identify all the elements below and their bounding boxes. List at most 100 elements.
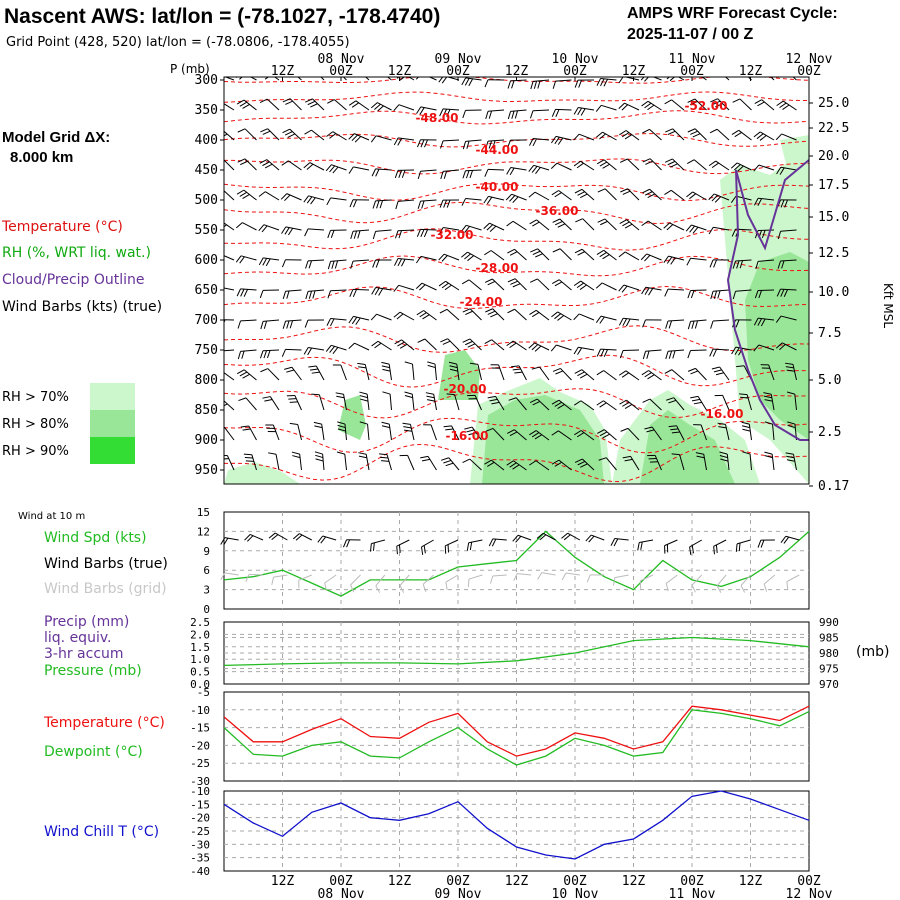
wind-barb — [311, 393, 325, 411]
wind-chill-line — [223, 790, 810, 860]
wind-barb — [690, 395, 707, 411]
wind-barb — [529, 398, 550, 411]
surface-wind-barb-grid — [467, 574, 483, 588]
surface-wind-barb-true — [317, 535, 337, 544]
wind-barb — [325, 344, 347, 354]
wind-barb — [305, 259, 325, 269]
wind-barbs-true-label: Wind Barbs (true) — [44, 556, 168, 572]
wind-barb — [507, 139, 527, 148]
wind-barb — [420, 455, 437, 471]
height-ticks: 25.0 22.5 20.0 17.5 15.0 12.5 10.0 7.5 5.0 2.5 0.1… — [809, 96, 849, 494]
wind-barb — [394, 257, 415, 267]
wind-barb — [507, 79, 527, 89]
left-axis-tick: -40 — [190, 865, 210, 878]
isotherm-line — [224, 110, 809, 125]
wind-barb — [268, 452, 280, 471]
wind-panel-title: Wind at 10 m — [18, 511, 85, 522]
wind-barb — [644, 426, 662, 441]
dewpoint-line — [223, 709, 810, 766]
wind-barb — [314, 451, 325, 471]
wind-barb — [236, 99, 257, 111]
legend-rh80-label: RH > 80% — [2, 417, 69, 432]
height-tick: 12.5 — [818, 246, 849, 261]
wind-barb — [530, 79, 550, 90]
wind-barb — [551, 108, 572, 118]
isotherm-label: -20.00 — [444, 382, 487, 396]
wind-barb — [235, 77, 257, 81]
wind-barb — [417, 169, 437, 180]
wind-barb — [462, 139, 482, 150]
wind-barb — [528, 460, 550, 471]
wind-barb — [348, 100, 370, 111]
isotherm-label: -44.00 — [476, 143, 519, 157]
wind-barb — [259, 98, 280, 111]
left-axis-tick: 2.5 — [190, 616, 210, 629]
wind-barb — [686, 257, 707, 266]
right-axis-tick: 990 — [819, 616, 839, 629]
isotherm-line — [224, 255, 809, 277]
wind-barb — [687, 128, 707, 141]
wind-barb — [282, 289, 302, 300]
bottom-date-tick: 10 Nov — [552, 887, 599, 900]
wind-barb — [529, 137, 550, 147]
wind-barb — [282, 259, 302, 268]
wind-barb — [640, 253, 662, 262]
wind-barb — [753, 197, 775, 206]
top-date-tick: 11 Nov — [669, 52, 716, 67]
pressure-tick: 400 — [195, 133, 218, 148]
bottom-hour-tick: 00Z — [680, 874, 704, 889]
legend-temperature: Temperature (°C) — [1, 219, 123, 235]
wind-barb — [507, 308, 527, 321]
wind-barb — [462, 109, 482, 119]
wind-barb — [438, 77, 460, 84]
wind-barb — [529, 219, 550, 231]
wind-barb — [357, 362, 370, 381]
wind-barb — [327, 99, 347, 111]
wind-barb — [574, 458, 595, 471]
wind-barb — [332, 364, 347, 381]
cloud-outline — [726, 159, 809, 441]
wind-barb — [394, 169, 415, 179]
left-axis-tick: 15 — [197, 506, 210, 519]
wind-barb — [754, 289, 775, 299]
wind-barb — [236, 369, 257, 381]
surface-wind-barb-grid — [445, 574, 459, 591]
wind-barb — [573, 313, 595, 321]
wind-barb — [753, 344, 775, 352]
wind-barb — [687, 349, 707, 359]
wind-barb — [596, 159, 617, 171]
wind-barb — [370, 102, 392, 112]
wind-barb — [551, 311, 572, 321]
wind-barb — [235, 255, 257, 264]
wind-barb — [425, 392, 437, 411]
wind-barb — [382, 391, 392, 411]
wind-barb — [687, 367, 707, 381]
wind-barb — [417, 199, 437, 209]
wind-barb — [785, 452, 797, 471]
wind-barb — [440, 457, 460, 471]
wind-barb — [460, 224, 482, 233]
surface-wind-barb-true — [536, 532, 556, 541]
wind-barb — [753, 317, 775, 327]
wind-barb — [224, 454, 235, 471]
wind-barb — [304, 319, 325, 328]
cloud-outline-path — [735, 159, 809, 251]
wind-barb — [415, 282, 437, 291]
wind-barb — [224, 349, 235, 352]
wind-barb — [348, 315, 370, 325]
pressure-tick: 750 — [195, 343, 218, 358]
wind-barb — [484, 339, 505, 351]
wind-barb — [440, 338, 460, 351]
wind-barb — [327, 259, 347, 270]
left-axis-tick: 0.5 — [190, 666, 210, 679]
wind-barb — [507, 278, 527, 291]
pressure-tick: 850 — [195, 403, 218, 418]
wind-barb — [259, 289, 280, 299]
top-hour-tick: 12Z — [505, 64, 529, 79]
surface-wind-barb-grid — [716, 574, 727, 593]
left-axis-tick: 1.5 — [190, 641, 210, 654]
wind-barb — [741, 421, 752, 441]
wind-barb — [258, 224, 280, 233]
wind-barb — [506, 220, 527, 231]
left-axis-tick: -10 — [190, 785, 210, 798]
